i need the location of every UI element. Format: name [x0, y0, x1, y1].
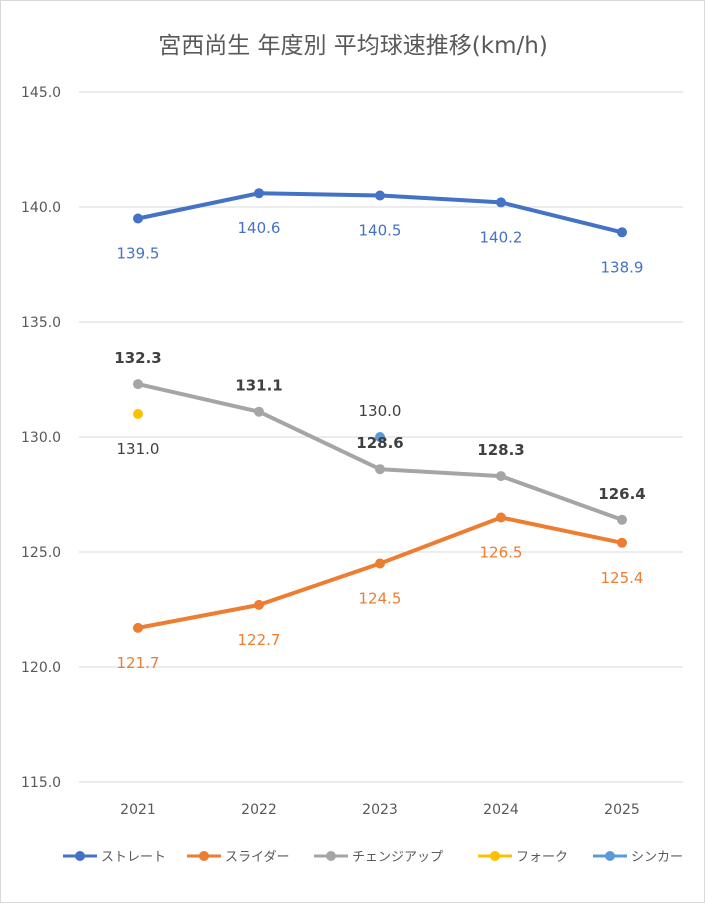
- x-tick-label: 2022: [241, 802, 277, 818]
- x-tick-label: 2023: [362, 802, 398, 818]
- series-1: [133, 188, 627, 238]
- data-point: [254, 188, 264, 199]
- data-label: 122.7: [238, 631, 281, 649]
- data-labels: 139.5 140.6 140.5 140.2 138.9 121.7 122.7 124.5…: [114, 219, 645, 672]
- data-point: [496, 512, 506, 523]
- chart-title: 宮西尚生 年度別 平均球速推移(km/h): [158, 33, 548, 59]
- data-label: 139.5: [117, 245, 160, 263]
- legend-label: シンカー: [631, 850, 683, 865]
- data-point: [133, 379, 143, 390]
- data-point: [133, 622, 143, 633]
- data-label: 131.1: [235, 377, 282, 395]
- data-point: [133, 213, 143, 224]
- legend: ストレート スライダー チェンジアップ フォーク シンカー: [63, 850, 683, 865]
- data-label: 130.0: [359, 402, 402, 420]
- data-point: [496, 471, 506, 482]
- data-point: [617, 514, 627, 525]
- data-label: 140.2: [480, 228, 523, 246]
- data-point: [617, 227, 627, 238]
- legend-label: ストレート: [101, 850, 166, 865]
- legend-label: スライダー: [225, 850, 289, 865]
- y-tick-label: 125.0: [21, 545, 61, 561]
- data-label: 126.4: [598, 485, 645, 503]
- data-point: [254, 406, 264, 417]
- series-3: [133, 379, 627, 525]
- y-tick-label: 140.0: [21, 200, 61, 216]
- legend-marker: [199, 851, 209, 861]
- legend-marker: [326, 851, 336, 861]
- series-line: [136, 515, 624, 630]
- x-tick-label: 2024: [483, 802, 519, 818]
- data-label: 140.6: [238, 219, 281, 237]
- y-tick-label: 130.0: [21, 430, 61, 446]
- series-2: [133, 512, 627, 633]
- y-tick-label: 120.0: [21, 660, 61, 676]
- legend-marker: [490, 851, 500, 861]
- y-tick-label: 135.0: [21, 315, 61, 331]
- legend-item: フォーク: [478, 850, 568, 865]
- y-tick-label: 115.0: [21, 775, 61, 791]
- x-axis-ticks: 2021 2022 2023 2024 2025: [120, 802, 640, 818]
- data-point: [133, 409, 143, 419]
- x-tick-label: 2025: [604, 802, 640, 818]
- data-label: 124.5: [359, 590, 402, 608]
- data-label: 121.7: [117, 654, 160, 672]
- data-point: [254, 599, 264, 610]
- legend-item: チェンジアップ: [314, 850, 443, 865]
- y-axis-ticks: 115.0 120.0 125.0 130.0 135.0 140.0 145.0: [21, 85, 61, 791]
- data-label: 128.6: [356, 434, 403, 452]
- series-5: [375, 432, 385, 442]
- data-point: [617, 537, 627, 548]
- data-label: 128.3: [477, 441, 524, 459]
- data-label: 140.5: [359, 222, 402, 240]
- legend-item: ストレート: [63, 850, 166, 865]
- data-point: [375, 558, 385, 569]
- data-point: [375, 432, 385, 442]
- legend-marker: [605, 851, 615, 861]
- legend-item: シンカー: [593, 850, 683, 865]
- legend-marker: [75, 851, 85, 861]
- data-point: [375, 190, 385, 201]
- x-tick-label: 2021: [120, 802, 156, 818]
- data-label: 125.4: [601, 569, 644, 587]
- data-label: 132.3: [114, 349, 161, 367]
- data-label: 131.0: [117, 440, 160, 458]
- data-label: 126.5: [480, 544, 523, 562]
- legend-item: スライダー: [187, 850, 289, 865]
- data-label: 138.9: [601, 258, 644, 276]
- series-4: [133, 409, 143, 419]
- data-point: [375, 464, 385, 475]
- data-point: [496, 197, 506, 208]
- series-layer: [133, 188, 627, 633]
- legend-label: フォーク: [516, 850, 568, 865]
- legend-label: チェンジアップ: [352, 850, 443, 865]
- y-tick-label: 145.0: [21, 85, 61, 101]
- gridlines: [79, 91, 683, 783]
